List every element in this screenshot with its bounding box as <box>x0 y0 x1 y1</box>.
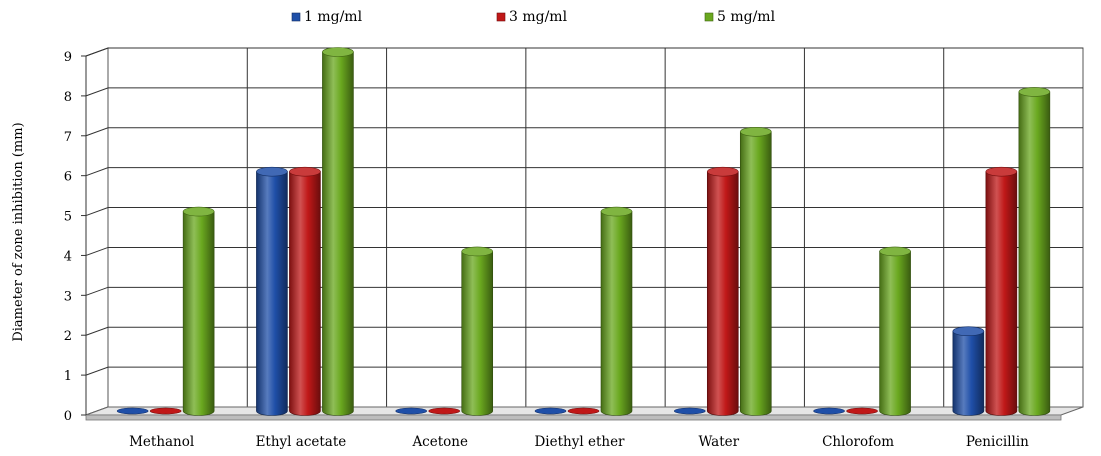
x-tick-label: Methanol <box>129 434 194 450</box>
bar <box>985 166 1018 416</box>
bar <box>289 166 321 416</box>
bar <box>706 166 739 416</box>
y-tick-label: 1 <box>64 369 72 384</box>
x-tick-label: Ethyl acetate <box>256 434 347 450</box>
bar <box>879 246 911 416</box>
x-tick-label: Chlorofom <box>822 434 894 450</box>
bar <box>534 407 567 415</box>
bar <box>739 126 772 416</box>
bar <box>256 166 288 416</box>
legend-item: 5 mg/ml <box>704 9 776 25</box>
bar <box>673 407 706 415</box>
bar <box>461 246 494 416</box>
bar <box>322 47 354 416</box>
y-tick-label: 5 <box>64 210 72 225</box>
bar <box>149 407 182 415</box>
bar <box>182 206 215 416</box>
y-tick-label: 3 <box>64 289 72 304</box>
y-tick-label: 7 <box>64 130 72 145</box>
bar <box>846 407 878 415</box>
bar <box>567 407 600 415</box>
legend-item: 3 mg/ml <box>496 9 568 25</box>
legend-item: 1 mg/ml <box>291 9 363 25</box>
chart-wall <box>85 47 1084 416</box>
legend-label: 3 mg/ml <box>509 9 568 25</box>
bar <box>952 326 985 416</box>
y-axis-title: Diameter of zone inhibition (mm) <box>11 122 26 341</box>
y-tick-label: 0 <box>64 409 72 424</box>
legend-swatch <box>496 12 506 22</box>
bar <box>600 206 633 416</box>
gridline <box>85 47 1083 57</box>
y-axis-ticks: 0 1 2 3 4 5 6 7 8 9 <box>64 50 87 424</box>
legend-label: 5 mg/ml <box>717 9 776 25</box>
bars-layer <box>116 47 1051 416</box>
x-tick-label: Diethyl ether <box>534 434 625 450</box>
legend-label: 1 mg/ml <box>304 9 363 25</box>
y-tick-label: 6 <box>64 170 72 185</box>
legend-swatch <box>291 12 301 22</box>
bar <box>395 407 428 415</box>
bar <box>428 407 461 415</box>
x-tick-label: Acetone <box>411 434 468 450</box>
bar <box>116 407 149 415</box>
x-tick-label: Water <box>698 434 739 450</box>
gridline <box>85 87 1083 97</box>
y-tick-label: 4 <box>64 249 72 264</box>
y-tick-label: 2 <box>64 329 72 344</box>
legend-swatch <box>704 12 714 22</box>
x-axis-labels: Methanol Ethyl acetate Acetone Diethyl ethe… <box>129 434 1029 450</box>
y-tick-label: 8 <box>64 90 72 105</box>
x-tick-label: Penicillin <box>966 434 1029 450</box>
bar <box>1018 87 1051 416</box>
y-tick-label: 9 <box>64 50 72 65</box>
legend: 1 mg/ml 3 mg/ml 5 mg/ml <box>291 9 776 25</box>
bar <box>813 407 845 415</box>
